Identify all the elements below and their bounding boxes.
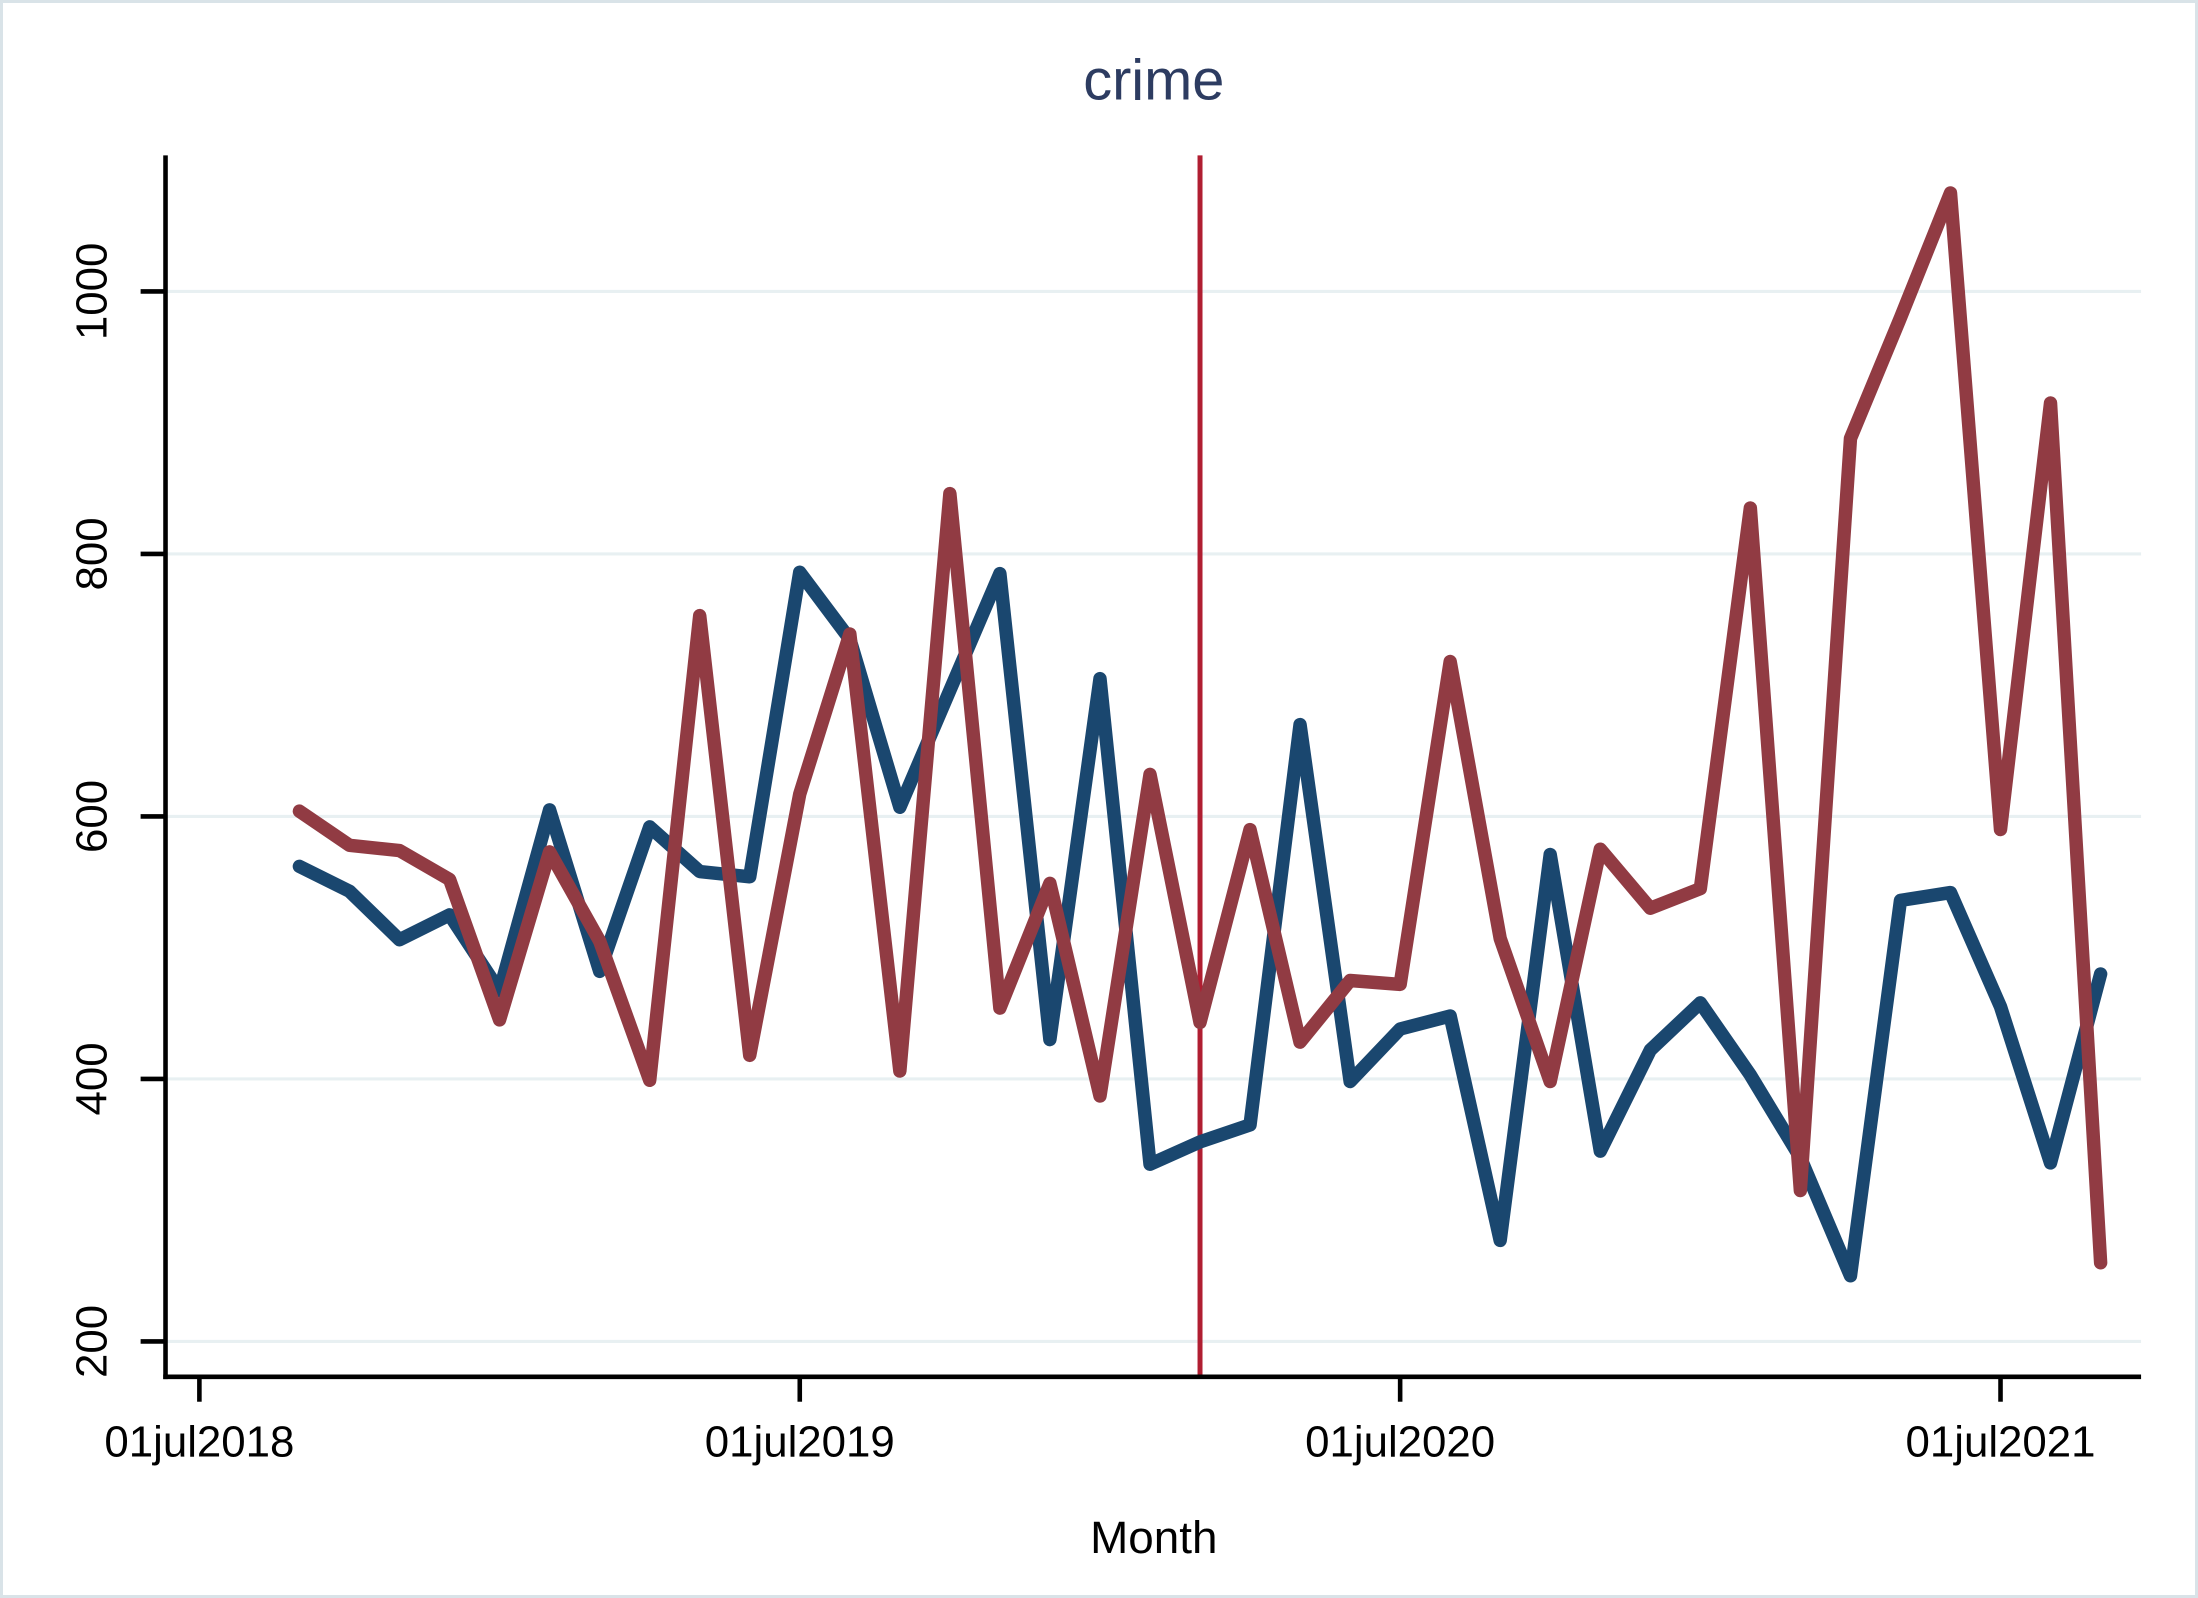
chart-title: crime bbox=[1083, 49, 1224, 113]
y-tick-label-800: 800 bbox=[68, 517, 117, 590]
axis-layer bbox=[140, 155, 2142, 1402]
axis-label-layer: 200 400 600 800 1000 01jul2018 01jul2019 01jul2… bbox=[68, 243, 2096, 1467]
x-tick-label-01jul2019: 01jul2019 bbox=[705, 1418, 895, 1467]
chart-canvas: 200 400 600 800 1000 01jul2018 01jul2019 01jul2… bbox=[68, 49, 2142, 1563]
x-tick-label-01jul2021: 01jul2021 bbox=[1905, 1418, 2095, 1467]
series-maroon-line bbox=[292, 186, 2108, 1270]
x-tick-label-01jul2020: 01jul2020 bbox=[1305, 1418, 1495, 1467]
series-layer bbox=[292, 186, 2108, 1283]
x-tick-label-01jul2018: 01jul2018 bbox=[104, 1418, 294, 1467]
x-axis-title: Month bbox=[1090, 1512, 1217, 1563]
y-tick-label-600: 600 bbox=[68, 780, 117, 853]
y-tick-label-1000: 1000 bbox=[68, 243, 117, 341]
y-tick-label-400: 400 bbox=[68, 1042, 117, 1115]
y-tick-label-200: 200 bbox=[68, 1305, 117, 1378]
